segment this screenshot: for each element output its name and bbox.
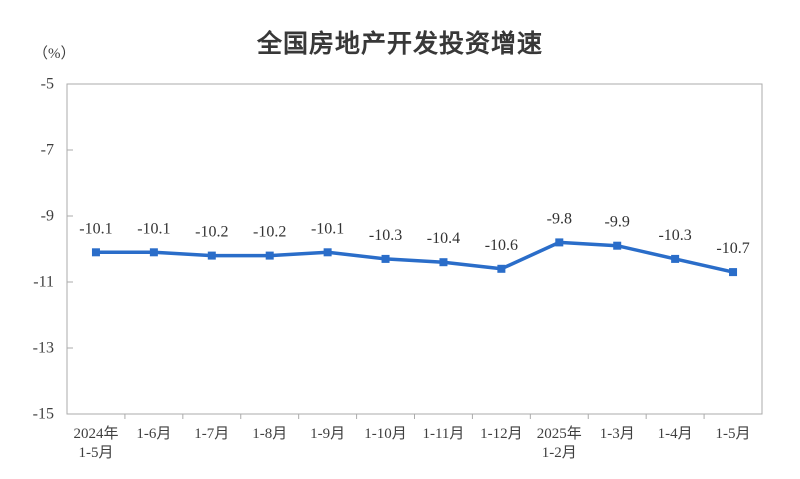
svg-text:-7: -7: [41, 142, 54, 159]
x-category-label: 1-7月: [194, 426, 229, 442]
x-category-label: 1-10月: [364, 426, 407, 442]
x-axis-ticks: 2024年 1-5月 1-6月 1-7月 1-8月 1-9月 1-10月 1-11月 1-12月…: [73, 414, 751, 461]
svg-text:-5: -5: [41, 76, 54, 93]
data-point-marker: [323, 248, 332, 257]
x-category-label: 1-4月: [658, 426, 693, 442]
data-label: -10.1: [137, 220, 170, 237]
data-point-marker: [207, 251, 216, 260]
data-point-marker: [671, 254, 680, 263]
data-label: -9.9: [605, 214, 630, 231]
x-category-label: 2025年 1-2月: [537, 425, 582, 461]
y-axis-unit-label: （%）: [33, 46, 76, 62]
y-axis-ticks: -5 -7 -9 -11 -13 -15: [33, 76, 73, 423]
data-point-marker: [91, 248, 100, 257]
x-category-label: 2024年 1-5月: [73, 425, 118, 461]
svg-text:-13: -13: [33, 340, 54, 357]
data-label: -10.7: [716, 240, 749, 257]
data-labels: -10.1 -10.1 -10.2 -10.2 -10.1 -10.3 -10.4 -10.6…: [79, 210, 749, 257]
data-label: -10.1: [79, 220, 112, 237]
data-label: -9.8: [547, 210, 572, 227]
data-label: -10.6: [485, 237, 518, 254]
svg-text:-9: -9: [41, 208, 54, 225]
data-label: -10.2: [195, 224, 228, 241]
x-category-label: 1-6月: [136, 426, 171, 442]
data-point-marker: [555, 238, 564, 247]
data-label: -10.3: [658, 227, 691, 244]
data-point-marker: [439, 258, 448, 267]
data-point-marker: [729, 268, 738, 277]
x-category-label: 1-8月: [252, 426, 287, 442]
data-point-marker: [613, 241, 622, 250]
axes: [66, 83, 763, 415]
x-category-label: 1-11月: [422, 426, 464, 442]
data-point-marker: [149, 248, 158, 257]
data-label: -10.4: [427, 230, 460, 247]
x-category-label: 1-3月: [600, 426, 635, 442]
data-label: -10.2: [253, 224, 286, 241]
x-category-label: 1-9月: [310, 426, 345, 442]
data-point-marker: [497, 264, 506, 273]
svg-text:-11: -11: [33, 274, 54, 291]
data-point-marker: [265, 251, 274, 260]
x-category-label: 1-12月: [480, 426, 523, 442]
data-label: -10.3: [369, 227, 402, 244]
data-label: -10.1: [311, 220, 344, 237]
chart-title: 全国房地产开发投资增速: [256, 29, 543, 58]
x-category-label: 1-5月: [716, 426, 751, 442]
svg-text:-15: -15: [33, 406, 54, 423]
investment-growth-series: [91, 238, 738, 277]
data-point-marker: [381, 254, 390, 263]
